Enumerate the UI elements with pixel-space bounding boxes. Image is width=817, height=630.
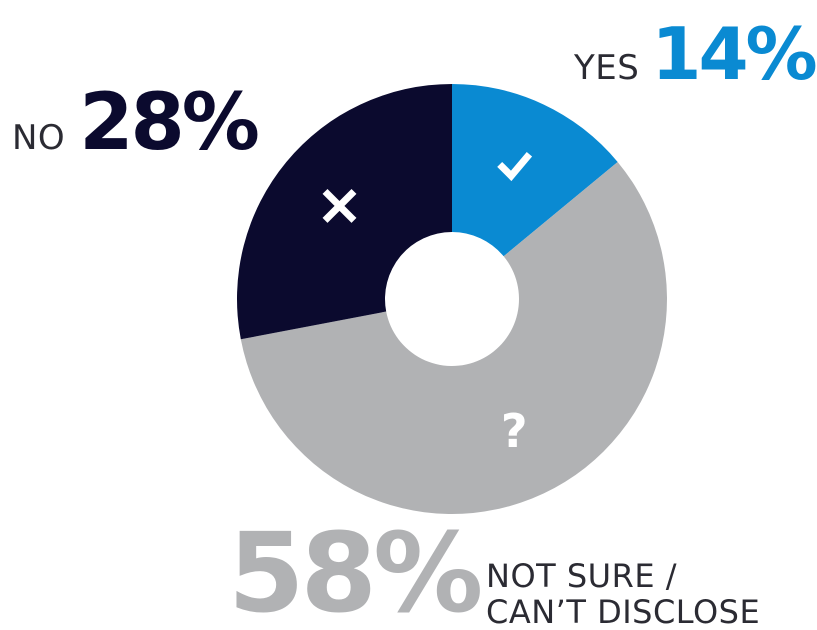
no-category-label: NO (12, 118, 66, 158)
not-sure-category-label: NOT SURE / CAN’T DISCLOSE (486, 558, 760, 630)
check-icon (497, 151, 533, 182)
yes-category-label: YES (574, 48, 640, 88)
slice-not-sure-can-t-disclose (240, 161, 668, 514)
svg-text:?: ? (501, 404, 528, 458)
not-sure-category-line1: NOT SURE / (486, 557, 677, 595)
yes-percent-label: 14% (651, 12, 817, 96)
x-icon (322, 188, 357, 223)
donut-slices (237, 84, 668, 514)
not-sure-percent-label: 58% (228, 509, 483, 630)
yes-label: YES 14% (574, 12, 817, 96)
not-sure-category-line2: CAN’T DISCLOSE (486, 593, 761, 630)
no-label: NO 28% (12, 78, 260, 168)
slice-yes (452, 84, 618, 257)
question-icon: ? (501, 404, 528, 458)
no-percent-label: 28% (79, 78, 260, 168)
slice-icons: ? (322, 151, 533, 458)
